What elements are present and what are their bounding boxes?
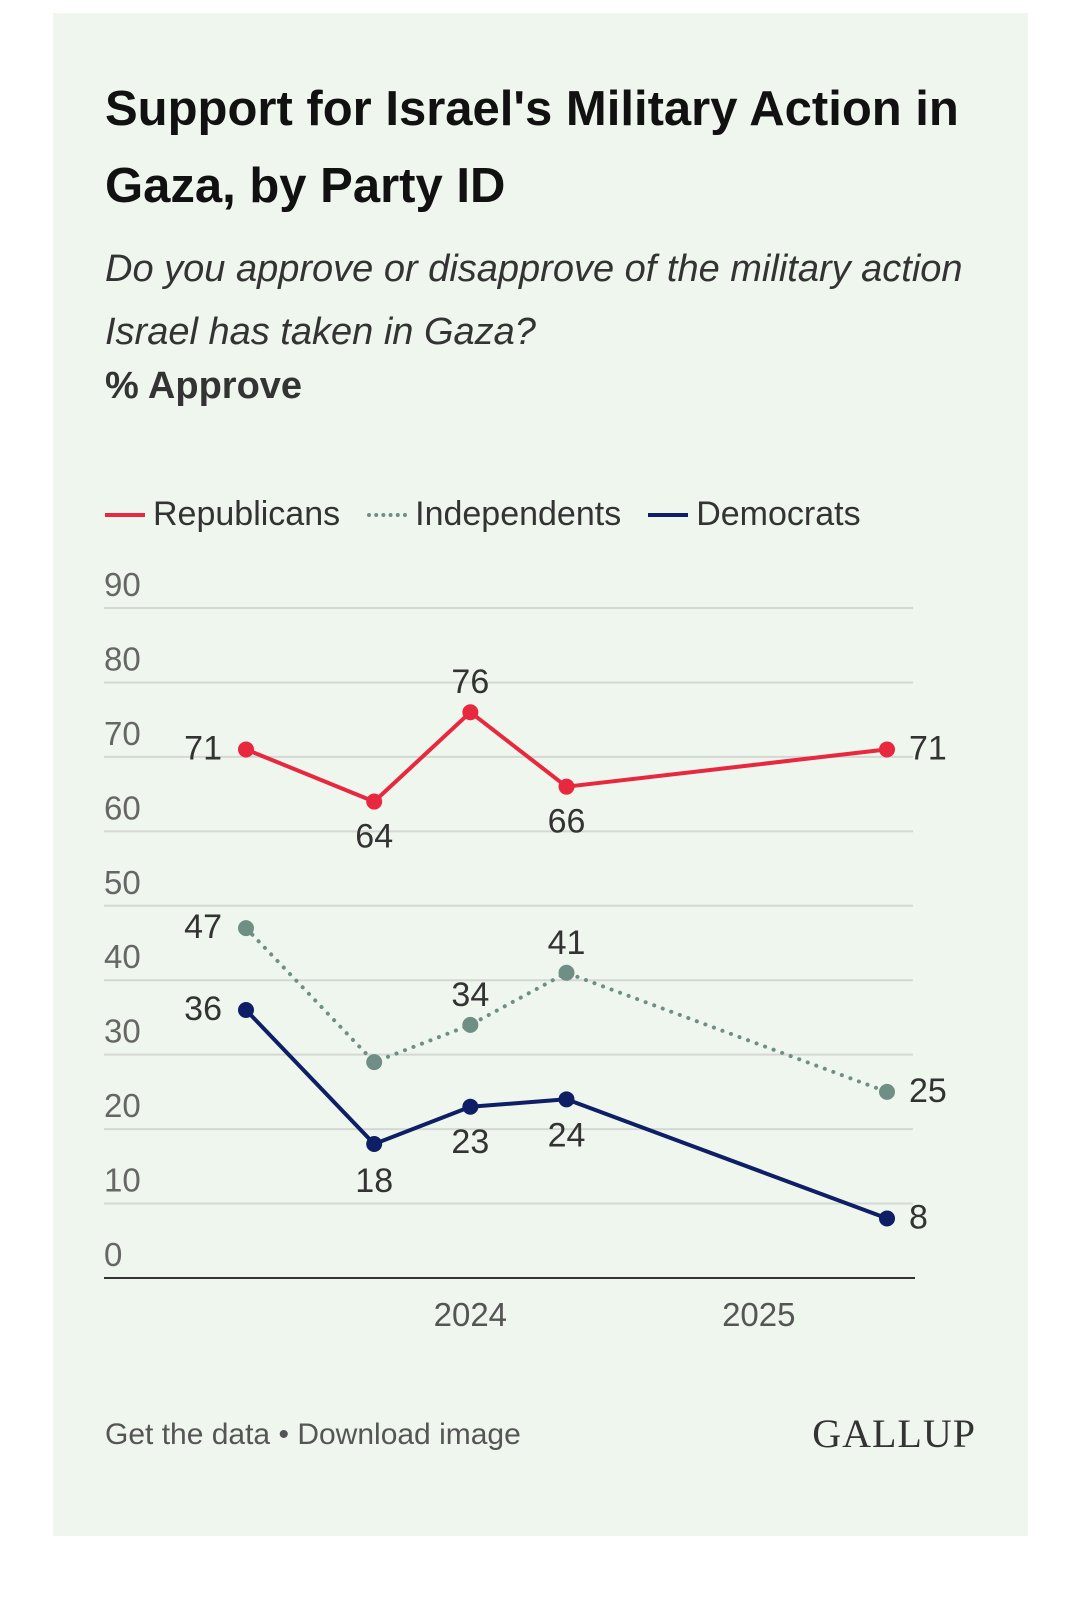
chart-legend: Republicans Independents Democrats: [105, 495, 888, 534]
data-label-democrats: 24: [548, 1116, 586, 1154]
data-point-independents: [238, 920, 254, 937]
data-label-republicans: 71: [909, 729, 947, 767]
y-tick-label: 50: [104, 864, 141, 901]
gallup-logo: GALLUP: [812, 1411, 976, 1456]
x-tick-label: 2024: [434, 1296, 507, 1333]
data-point-democrats: [462, 1098, 479, 1115]
data-point-republicans: [238, 741, 254, 758]
get-data-link[interactable]: Get the data: [105, 1418, 271, 1451]
y-tick-label: 90: [104, 566, 141, 603]
data-point-independents: [879, 1083, 895, 1100]
x-tick-label: 2025: [722, 1296, 795, 1333]
data-label-republicans: 71: [184, 729, 222, 767]
data-point-republicans: [558, 778, 575, 795]
data-point-republicans: [462, 704, 479, 721]
data-label-democrats: 23: [451, 1123, 489, 1161]
legend-label: Democrats: [696, 495, 861, 533]
chart-card: Support for Israel's Military Action in …: [53, 13, 1028, 1536]
data-label-republicans: 76: [451, 663, 489, 701]
y-tick-label: 80: [104, 640, 141, 677]
legend-swatch-republicans: [105, 512, 145, 517]
data-point-democrats: [366, 1136, 383, 1152]
data-label-republicans: 64: [355, 818, 393, 856]
data-point-republicans: [366, 793, 383, 810]
chart-title: Support for Israel's Military Action in …: [105, 82, 959, 213]
data-label-republicans: 66: [548, 803, 586, 841]
legend-label: Independents: [415, 495, 622, 533]
data-point-democrats: [558, 1091, 575, 1108]
y-tick-label: 10: [104, 1162, 141, 1199]
legend-swatch-independents: [367, 512, 408, 517]
data-point-independents: [462, 1016, 479, 1033]
data-label-independents: 25: [909, 1072, 947, 1110]
data-point-independents: [366, 1054, 383, 1071]
data-label-independents: 41: [548, 924, 586, 962]
footer-links: Get the data • Download image: [105, 1418, 521, 1452]
data-point-democrats: [879, 1210, 895, 1227]
data-label-democrats: 36: [184, 990, 222, 1028]
y-tick-label: 40: [104, 938, 141, 975]
data-label-independents: 47: [184, 908, 222, 946]
legend-item-republicans: Republicans: [105, 495, 340, 534]
legend-item-democrats: Democrats: [648, 495, 861, 534]
data-label-democrats: 8: [909, 1198, 928, 1236]
series-line-democrats: [244, 1008, 889, 1221]
unit-label: % Approve: [105, 365, 303, 407]
y-tick-label: 0: [104, 1236, 122, 1273]
data-point-republicans: [879, 741, 895, 758]
chart-subtitle: Do you approve or disapprove of the mili…: [105, 248, 963, 353]
data-point-independents: [558, 964, 575, 981]
legend-item-independents: Independents: [367, 495, 621, 534]
data-label-democrats: 18: [355, 1162, 393, 1200]
footer-separator: •: [278, 1418, 289, 1451]
y-tick-label: 20: [104, 1087, 141, 1124]
y-tick-label: 30: [104, 1013, 141, 1050]
legend-swatch-democrats: [648, 512, 689, 517]
data-point-democrats: [238, 1002, 254, 1018]
legend-label: Republicans: [153, 495, 341, 533]
y-tick-label: 70: [104, 715, 141, 752]
download-image-link[interactable]: Download image: [297, 1418, 521, 1451]
data-label-independents: 34: [451, 976, 489, 1014]
y-tick-label: 60: [104, 789, 141, 826]
